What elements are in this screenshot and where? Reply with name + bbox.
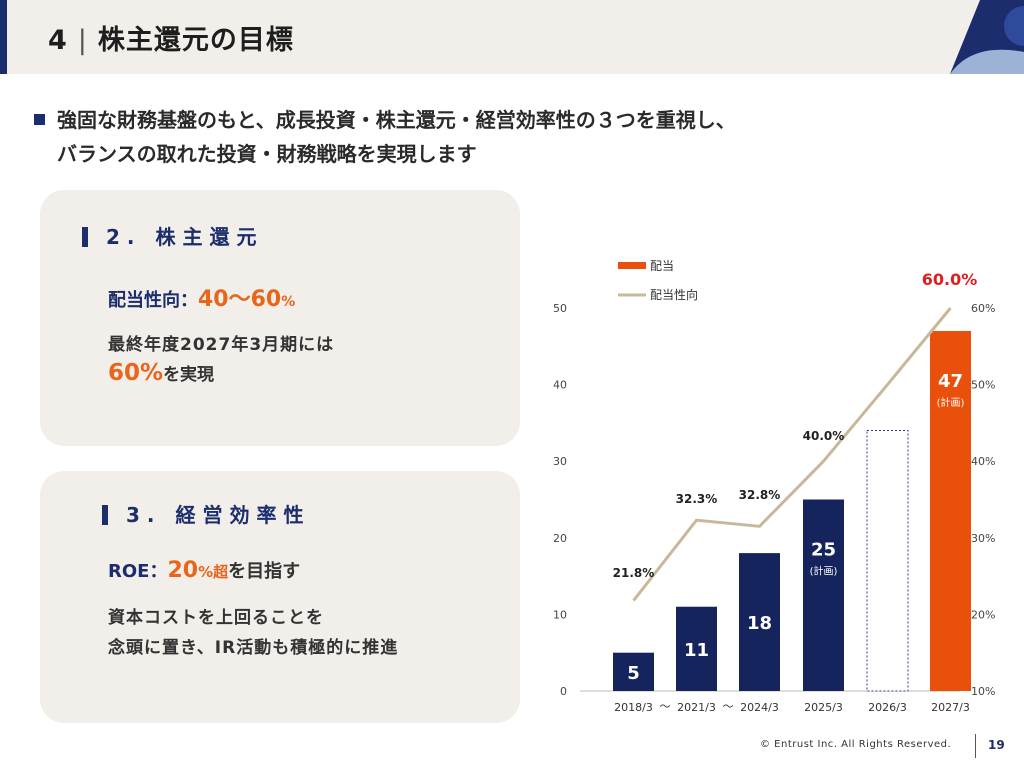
roe-value: 20 (167, 558, 199, 583)
corner-decoration (950, 0, 1024, 74)
payout-ratio-label: 60.0% (922, 270, 978, 289)
payout-ratio-label: 32.3% (676, 492, 718, 506)
copyright-text: © Entrust Inc. All Rights Reserved. (760, 739, 952, 750)
plan-label: (計画) (937, 396, 965, 409)
y-left-tick-label: 50 (553, 302, 567, 315)
y-left-tick-label: 20 (553, 532, 567, 545)
dividend-value-label: 11 (684, 640, 709, 661)
payout-ratio-label: 配当性向： (108, 290, 198, 311)
card-heading-text: 2. 株主還元 (106, 225, 264, 249)
lead-line-1: 強固な財務基盤のもと、成長投資・株主還元・経営効率性の３つを重視し、 (57, 108, 736, 132)
y-right-tick-label: 10% (971, 685, 995, 698)
title-text: 株主還元の目標 (97, 25, 294, 56)
roe-unit: %超 (198, 563, 229, 581)
roe-suffix: を目指す (228, 561, 301, 582)
card-heading-text: 3. 経営効率性 (126, 503, 311, 527)
dividend-value-label: 25 (811, 540, 836, 561)
final-year-text: 最終年度2027年3月期には (108, 335, 335, 355)
plan-label: (計画) (810, 565, 838, 578)
dividend-value-label: 47 (938, 371, 963, 392)
x-tick-separator: 〜 (723, 700, 734, 713)
chart-legend: 配当 配当性向 (618, 259, 698, 302)
y-left-tick-label: 0 (560, 685, 567, 698)
lead-statement: 強固な財務基盤のもと、成長投資・株主還元・経営効率性の３つを重視し、 バランスの… (34, 103, 736, 171)
y-right-tick-label: 20% (971, 608, 995, 621)
y-left-tick-label: 30 (553, 455, 567, 468)
page-number: 19 (988, 738, 1005, 752)
dividend-bar (676, 606, 717, 691)
dividend-bar (613, 652, 654, 691)
y-right-tick-label: 30% (971, 532, 995, 545)
legend-label-dividend: 配当 (650, 259, 674, 273)
slide-header: 4 | 株主還元の目標 (0, 0, 1024, 74)
y-right-tick-label: 60% (971, 302, 995, 315)
x-tick-label: 2026/3 (868, 701, 907, 714)
legend-label-payout-ratio: 配当性向 (650, 287, 698, 302)
section-number: 4 (48, 25, 68, 56)
dividend-bar (930, 330, 971, 691)
roe-row: ROE：20%超を目指す (108, 557, 300, 583)
payout-ratio-value: 40〜60 (198, 287, 282, 312)
target-suffix: を実現 (163, 365, 215, 385)
y-left-tick-label: 10 (553, 608, 567, 621)
target-row: 60%を実現 (108, 360, 214, 386)
management-efficiency-card: 3. 経営効率性 ROE：20%超を目指す 資本コストを上回ることを 念頭に置き… (40, 471, 520, 723)
target-value: 60% (108, 360, 164, 386)
card-heading: 2. 株主還元 (82, 221, 263, 250)
slide-title: 4 | 株主還元の目標 (48, 18, 294, 57)
y-right-tick-label: 50% (971, 379, 995, 392)
bullet-square-icon (34, 114, 45, 125)
dividend-value-label: 5 (627, 663, 640, 684)
shareholder-return-card: 2. 株主還元 配当性向：40〜60% 最終年度2027年3月期には 60%を実… (40, 190, 520, 446)
heading-bar-icon (82, 227, 88, 247)
payout-ratio-line (632, 307, 952, 602)
x-tick-label: 2024/3 (740, 701, 779, 714)
y-left-tick-label: 40 (553, 379, 567, 392)
y-right-tick-label: 40% (971, 455, 995, 468)
efficiency-text-1: 資本コストを上回ることを (108, 608, 324, 628)
dividend-value-label: 18 (747, 613, 772, 634)
payout-ratio-label: 21.8% (613, 566, 655, 580)
header-accent-bar (0, 0, 7, 74)
footer-divider (975, 734, 976, 758)
x-tick-label: 2018/3 (614, 701, 653, 714)
title-separator: | (77, 25, 88, 56)
payout-ratio-label: 40.0% (803, 429, 845, 443)
efficiency-text-2: 念頭に置き、IR活動も積極的に推進 (108, 638, 399, 658)
legend-swatch-dividend (618, 262, 646, 269)
dividend-bar (803, 499, 844, 691)
x-tick-label: 2025/3 (804, 701, 843, 714)
lead-line-2: バランスの取れた投資・財務戦略を実現します (57, 142, 477, 166)
payout-ratio-row: 配当性向：40〜60% (108, 281, 295, 313)
card-heading: 3. 経営効率性 (102, 499, 310, 528)
dividend-bar (739, 553, 780, 691)
dividend-chart: 配当 配当性向 0 10 20 30 40 50 10% 20% 30% 40% 50% 60% 201… (553, 259, 995, 714)
payout-ratio-label: 32.8% (739, 488, 781, 502)
placeholder-bar (866, 430, 909, 692)
payout-ratio-unit: % (281, 294, 296, 310)
x-tick-label: 2027/3 (931, 701, 970, 714)
x-tick-separator: 〜 (660, 700, 671, 713)
x-tick-label: 2021/3 (677, 701, 716, 714)
roe-label: ROE： (108, 561, 168, 582)
heading-bar-icon (102, 505, 108, 525)
